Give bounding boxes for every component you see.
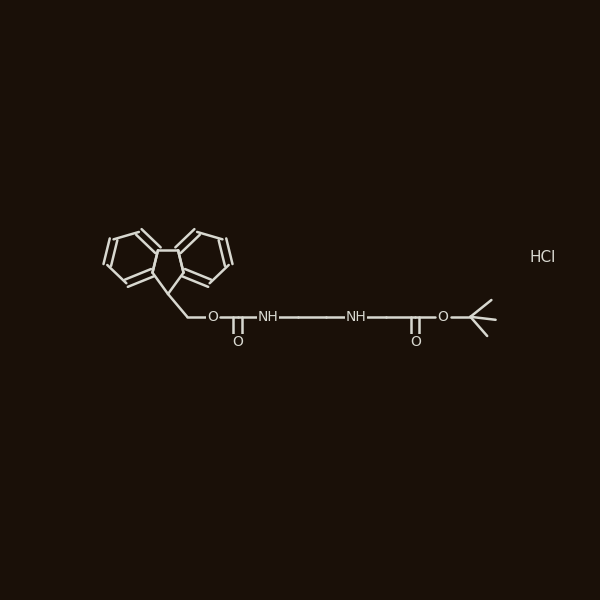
Text: O: O	[410, 335, 421, 349]
Text: O: O	[437, 310, 448, 324]
Text: NH: NH	[257, 310, 278, 324]
Text: HCl: HCl	[530, 251, 556, 265]
Text: O: O	[232, 335, 243, 349]
Text: O: O	[207, 310, 218, 324]
Text: NH: NH	[346, 310, 367, 324]
